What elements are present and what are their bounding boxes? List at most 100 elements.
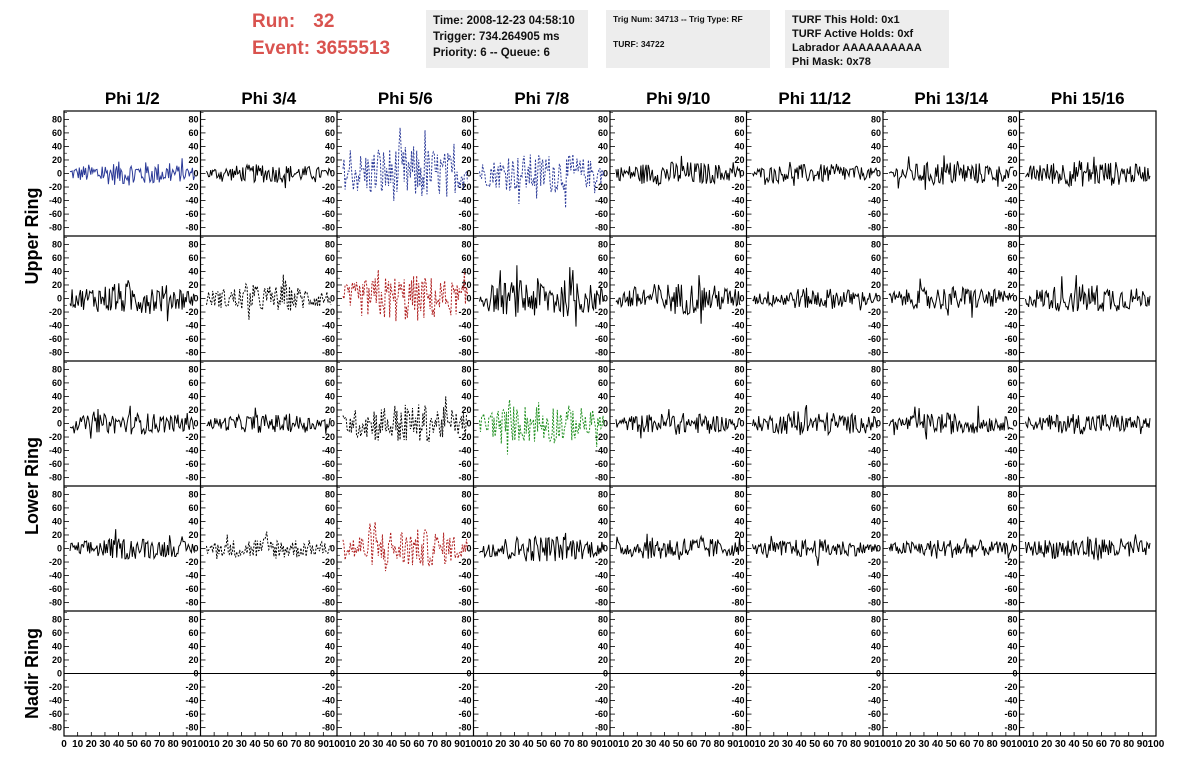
y-tick-label: 80 bbox=[52, 489, 62, 499]
y-tick-label: 20 bbox=[1007, 155, 1017, 165]
y-tick-label: -20 bbox=[595, 307, 608, 317]
y-tick-label: -40 bbox=[595, 571, 608, 581]
y-tick-label: -20 bbox=[868, 682, 881, 692]
labrador-text: Labrador AAAAAAAAAA bbox=[792, 42, 922, 54]
x-tick-label: 40 bbox=[386, 739, 398, 750]
y-tick-label: 80 bbox=[871, 489, 881, 499]
y-tick-label: 0 bbox=[466, 169, 471, 179]
y-tick-label: -60 bbox=[595, 459, 608, 469]
y-tick-label: -20 bbox=[595, 182, 608, 192]
y-tick-label: -60 bbox=[49, 459, 62, 469]
y-tick-label: 40 bbox=[52, 266, 62, 276]
y-tick-label: 0 bbox=[603, 294, 608, 304]
x-tick-label: 100 bbox=[465, 739, 482, 750]
y-tick-label: 20 bbox=[188, 530, 198, 540]
y-tick-label: 80 bbox=[598, 114, 608, 124]
y-tick-label: -60 bbox=[185, 209, 198, 219]
y-tick-label: -20 bbox=[1004, 182, 1017, 192]
y-tick-label: 40 bbox=[461, 266, 471, 276]
x-tick-label: 50 bbox=[673, 739, 685, 750]
y-tick-label: -20 bbox=[731, 432, 744, 442]
x-tick-label: 20 bbox=[905, 739, 917, 750]
y-tick-label: 60 bbox=[1007, 378, 1017, 388]
y-tick-label: 0 bbox=[1012, 419, 1017, 429]
y-tick-label: 20 bbox=[52, 280, 62, 290]
event-label: Event: bbox=[252, 38, 311, 59]
y-tick-label: -60 bbox=[322, 209, 335, 219]
waveform-trace bbox=[752, 287, 878, 311]
y-tick-label: -80 bbox=[868, 473, 881, 483]
y-tick-label: 60 bbox=[461, 503, 471, 513]
y-tick-label: -80 bbox=[458, 473, 471, 483]
y-tick-label: -60 bbox=[458, 209, 471, 219]
y-tick-label: -60 bbox=[185, 709, 198, 719]
y-tick-label: 80 bbox=[734, 239, 744, 249]
x-tick-label: 60 bbox=[550, 739, 562, 750]
y-tick-label: -20 bbox=[1004, 557, 1017, 567]
y-tick-label: -40 bbox=[458, 321, 471, 331]
y-tick-label: 80 bbox=[734, 114, 744, 124]
time-info-box: Time: 2008-12-23 04:58:10 Trigger: 734.2… bbox=[426, 10, 588, 68]
y-tick-label: 80 bbox=[461, 364, 471, 374]
y-tick-label: -60 bbox=[731, 584, 744, 594]
y-tick-label: 20 bbox=[461, 530, 471, 540]
y-tick-label: -60 bbox=[868, 584, 881, 594]
y-tick-label: -80 bbox=[49, 598, 62, 608]
y-tick-label: 60 bbox=[1007, 253, 1017, 263]
y-tick-label: -40 bbox=[49, 321, 62, 331]
y-tick-label: 40 bbox=[871, 641, 881, 651]
y-tick-label: 80 bbox=[52, 364, 62, 374]
y-tick-label: 20 bbox=[1007, 280, 1017, 290]
y-tick-label: -40 bbox=[1004, 446, 1017, 456]
y-tick-label: 80 bbox=[188, 364, 198, 374]
y-tick-label: 40 bbox=[325, 391, 335, 401]
x-tick-label: 20 bbox=[222, 739, 234, 750]
y-tick-label: 80 bbox=[871, 114, 881, 124]
x-tick-label: 40 bbox=[1069, 739, 1081, 750]
y-tick-label: 20 bbox=[1007, 530, 1017, 540]
y-tick-label: -60 bbox=[322, 709, 335, 719]
waveform-trace bbox=[615, 155, 741, 187]
y-tick-label: 40 bbox=[325, 516, 335, 526]
y-tick-label: -20 bbox=[595, 432, 608, 442]
y-tick-label: -20 bbox=[49, 557, 62, 567]
y-tick-label: -20 bbox=[868, 432, 881, 442]
x-tick-label: 80 bbox=[441, 739, 453, 750]
column-title: Phi 9/10 bbox=[646, 89, 710, 108]
x-tick-label: 70 bbox=[836, 739, 848, 750]
x-tick-label: 40 bbox=[796, 739, 808, 750]
y-tick-label: 20 bbox=[461, 280, 471, 290]
x-tick-label: 40 bbox=[250, 739, 262, 750]
y-tick-label: -60 bbox=[458, 709, 471, 719]
y-tick-label: 20 bbox=[188, 655, 198, 665]
x-tick-label: 80 bbox=[714, 739, 726, 750]
y-tick-label: 0 bbox=[330, 294, 335, 304]
x-tick-label: 60 bbox=[1096, 739, 1108, 750]
y-tick-label: 0 bbox=[1012, 169, 1017, 179]
x-tick-label: 50 bbox=[809, 739, 821, 750]
run-value: 32 bbox=[313, 11, 335, 32]
y-tick-label: 80 bbox=[598, 364, 608, 374]
y-tick-label: -80 bbox=[595, 223, 608, 233]
y-tick-label: 0 bbox=[193, 169, 198, 179]
y-tick-label: -20 bbox=[1004, 432, 1017, 442]
y-tick-label: 20 bbox=[598, 655, 608, 665]
y-tick-label: -40 bbox=[458, 196, 471, 206]
x-tick-label: 30 bbox=[99, 739, 111, 750]
y-tick-label: -40 bbox=[185, 696, 198, 706]
y-tick-label: 60 bbox=[1007, 128, 1017, 138]
y-tick-label: -20 bbox=[868, 557, 881, 567]
y-tick-label: 60 bbox=[734, 628, 744, 638]
waveform-trace bbox=[206, 531, 332, 560]
y-tick-label: 60 bbox=[325, 253, 335, 263]
y-tick-label: 0 bbox=[876, 169, 881, 179]
y-tick-label: -20 bbox=[185, 557, 198, 567]
y-tick-label: -80 bbox=[1004, 223, 1017, 233]
y-tick-label: 40 bbox=[871, 516, 881, 526]
y-tick-label: -40 bbox=[185, 446, 198, 456]
y-tick-label: 80 bbox=[734, 364, 744, 374]
y-tick-label: 80 bbox=[1007, 614, 1017, 624]
x-tick-label: 70 bbox=[427, 739, 439, 750]
y-tick-label: 80 bbox=[52, 239, 62, 249]
y-tick-label: 20 bbox=[871, 155, 881, 165]
